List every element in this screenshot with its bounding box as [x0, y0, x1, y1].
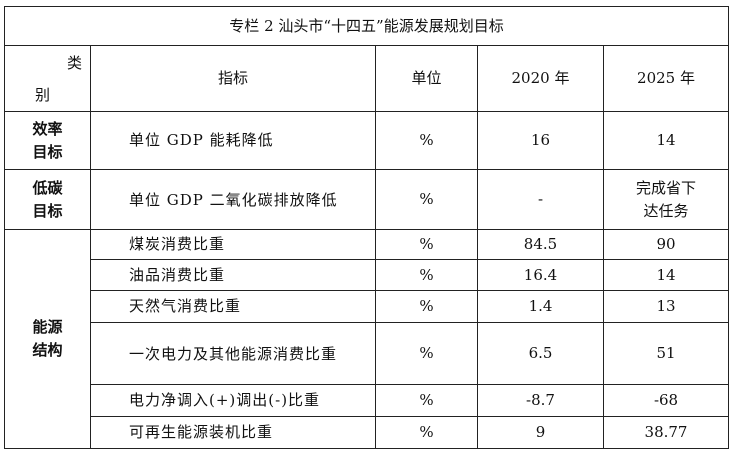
- category-low-carbon: 低碳 目标: [4, 169, 91, 230]
- category-energy-structure: 能源 结构: [4, 229, 91, 449]
- value-2020-cell: 84.5: [477, 229, 604, 260]
- unit-cell: %: [375, 290, 478, 323]
- value-2020-cell: 6.5: [477, 322, 604, 385]
- header-row: 类 别 指标 单位 2020 年 2025 年: [4, 45, 730, 112]
- table-title: 专栏 2 汕头市“十四五”能源发展规划目标: [3, 6, 730, 46]
- indicator-cell: 可再生能源装机比重: [129, 423, 274, 441]
- table-row: 天然气消费比重 % 1.4 13: [5, 290, 730, 323]
- table-row: 效率 目标 单位 GDP 能耗降低 % 16 14: [4, 111, 730, 170]
- value-2020-cell: 16: [477, 111, 604, 170]
- unit-cell: %: [375, 259, 478, 291]
- value-2025-cell: -68: [602, 384, 730, 417]
- indicator-cell: 单位 GDP 二氧化碳排放降低: [129, 190, 338, 209]
- unit-cell: %: [375, 111, 478, 170]
- value-2025-cell: 90: [602, 229, 730, 260]
- table-row: 油品消费比重 % 16.4 14: [5, 259, 730, 291]
- indicator-cell: 一次电力及其他能源消费比重: [129, 344, 338, 363]
- value-2025-cell: 14: [602, 259, 730, 291]
- header-indicator: 指标: [90, 45, 376, 112]
- value-2020-cell: 9: [477, 416, 604, 449]
- value-2020-cell: 16.4: [477, 259, 604, 291]
- table-row: 可再生能源装机比重 % 9 38.77: [5, 416, 730, 449]
- header-year-2025: 2025 年: [602, 45, 730, 112]
- header-category-top: 类: [66, 54, 82, 72]
- value-2025-cell: 完成省下 达任务: [602, 169, 730, 230]
- header-category-bottom: 别: [35, 86, 51, 104]
- value-2020-cell: -: [477, 169, 604, 230]
- unit-cell: %: [375, 322, 478, 385]
- unit-cell: %: [375, 384, 478, 417]
- value-2020-cell: -8.7: [477, 384, 604, 417]
- table-row: 低碳 目标 单位 GDP 二氧化碳排放降低 % - 完成省下 达任务: [4, 169, 730, 230]
- value-2020-cell: 1.4: [477, 290, 604, 323]
- table-row: 一次电力及其他能源消费比重 % 6.5 51: [5, 322, 730, 385]
- header-year-2020: 2020 年: [477, 45, 604, 112]
- indicator-cell: 煤炭消费比重: [129, 235, 226, 253]
- unit-cell: %: [375, 416, 478, 449]
- indicator-cell: 电力净调入(+)调出(-)比重: [129, 391, 321, 409]
- header-category: 类 别: [4, 45, 91, 112]
- table-row: 能源 结构 煤炭消费比重 % 84.5 90: [4, 229, 730, 449]
- value-2025-cell: 14: [602, 111, 730, 170]
- energy-targets-table: 专栏 2 汕头市“十四五”能源发展规划目标 类 别 指标 单位 2020 年 2…: [3, 6, 730, 449]
- indicator-cell: 天然气消费比重: [129, 297, 242, 315]
- category-efficiency: 效率 目标: [4, 111, 91, 170]
- unit-cell: %: [375, 169, 478, 230]
- unit-cell: %: [375, 229, 478, 260]
- indicator-cell: 单位 GDP 能耗降低: [129, 131, 274, 149]
- value-2025-cell: 13: [602, 290, 730, 323]
- value-2025-cell: 51: [602, 322, 730, 385]
- header-unit: 单位: [375, 45, 478, 112]
- indicator-cell: 油品消费比重: [129, 265, 226, 284]
- table-row: 电力净调入(+)调出(-)比重 % -8.7 -68: [5, 384, 730, 417]
- value-2025-cell: 38.77: [602, 416, 730, 449]
